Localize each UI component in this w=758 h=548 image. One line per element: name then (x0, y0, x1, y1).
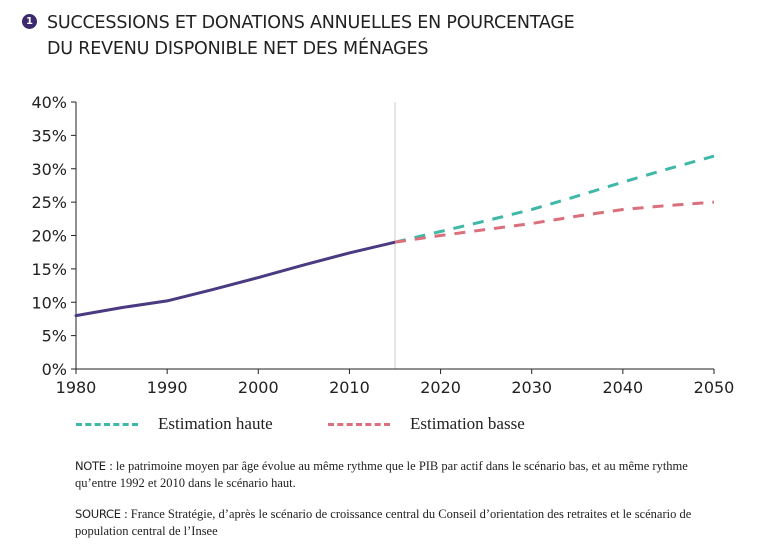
legend-swatch-high (76, 422, 138, 426)
figure-number-badge: 1 (22, 14, 37, 29)
legend-item-high: Estimation haute (76, 414, 273, 434)
chart-note: NOTE : le patrimoine moyen par âge évolu… (75, 458, 715, 492)
series-line-high (394, 154, 715, 244)
chart-title-line-1: SUCCESSIONS ET DONATIONS ANNUELLES EN PO… (47, 13, 575, 33)
x-tick-label: 2010 (329, 378, 370, 397)
legend-label-high: Estimation haute (158, 414, 273, 433)
x-tick-label: 2000 (238, 378, 279, 397)
x-tick-label: 1990 (147, 378, 188, 397)
y-tick-label: 10% (31, 293, 67, 312)
y-tick-label: 5% (42, 327, 67, 346)
y-tick-label: 40% (31, 93, 67, 112)
y-tick-label: 20% (31, 227, 67, 246)
note-key: NOTE : (75, 459, 113, 473)
x-tick-label: 2030 (511, 378, 552, 397)
chart-title: SUCCESSIONS ET DONATIONS ANNUELLES EN PO… (47, 10, 575, 62)
y-tick-label: 30% (31, 160, 67, 179)
legend-swatch-low (328, 422, 390, 426)
x-tick-label: 1980 (56, 378, 97, 397)
chart-legend: Estimation haute Estimation basse (0, 414, 758, 438)
series-line-history (74, 240, 397, 318)
line-chart: 0% 5% 10% 15% 20% 25% 30% 35% 40% 1980 1990 2000 201… (31, 93, 735, 397)
source-text: France Stratégie, d’après le scénario de… (75, 507, 692, 538)
legend-item-low: Estimation basse (328, 414, 525, 434)
chart-title-line-2: DU REVENU DISPONIBLE NET DES MÉNAGES (47, 39, 429, 59)
x-tick-label: 2050 (694, 378, 735, 397)
legend-label-low: Estimation basse (410, 414, 525, 433)
source-key: SOURCE : (75, 507, 128, 521)
chart-source: SOURCE : France Stratégie, d’après le sc… (75, 506, 715, 540)
y-tick-label: 35% (31, 126, 67, 145)
y-tick-label: 25% (31, 193, 67, 212)
y-tick-label: 0% (42, 360, 67, 379)
note-text: le patrimoine moyen par âge évolue au mê… (75, 459, 688, 490)
x-tick-label: 2020 (420, 378, 461, 397)
series-line-low (394, 200, 715, 244)
chart-header: 1 SUCCESSIONS ET DONATIONS ANNUELLES EN … (22, 10, 575, 62)
y-tick-label: 15% (31, 260, 67, 279)
x-tick-label: 2040 (602, 378, 643, 397)
